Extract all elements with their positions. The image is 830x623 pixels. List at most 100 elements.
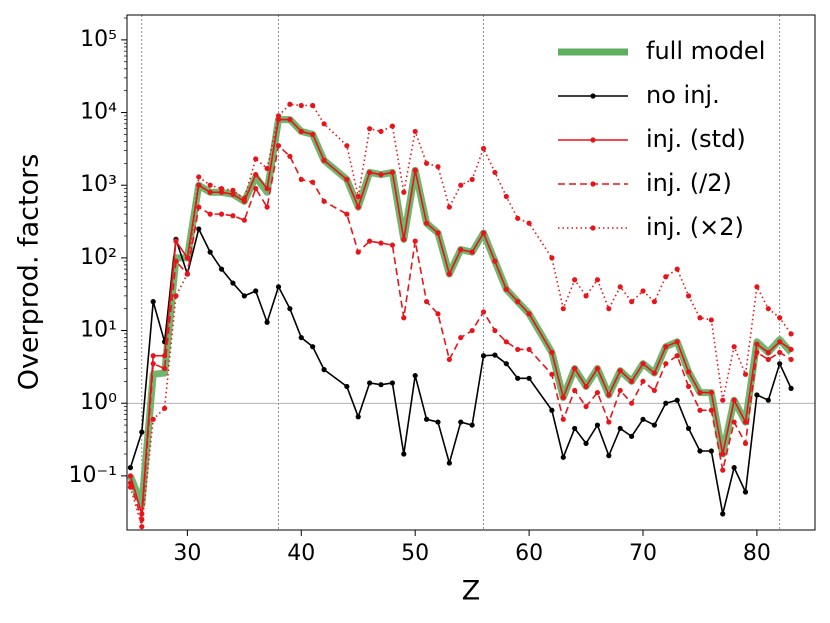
x-tick-label: 30 [173, 541, 201, 566]
point [446, 460, 452, 466]
point [389, 123, 396, 129]
point [230, 213, 236, 219]
point [549, 371, 555, 377]
y-tick-label: 10³ [80, 172, 117, 197]
point [150, 353, 156, 359]
point [207, 182, 213, 188]
point [480, 353, 487, 359]
point [708, 389, 714, 396]
point [731, 419, 737, 425]
x-tick-label: 70 [629, 541, 657, 566]
point [435, 311, 441, 317]
point [298, 102, 304, 109]
point [139, 524, 145, 530]
point [492, 352, 498, 358]
point [708, 317, 714, 323]
point [435, 419, 441, 425]
point [526, 220, 532, 226]
point [161, 365, 168, 372]
point [275, 143, 282, 149]
point [423, 160, 430, 166]
point [651, 299, 657, 305]
point [412, 372, 418, 379]
point [503, 193, 509, 200]
point [651, 422, 657, 428]
point [617, 425, 623, 432]
legend-marker [590, 181, 596, 187]
point [378, 240, 384, 246]
point [298, 128, 304, 135]
point [264, 185, 270, 192]
point [196, 204, 202, 210]
point [617, 284, 623, 290]
point [469, 422, 475, 428]
point [458, 247, 464, 253]
point [674, 339, 680, 345]
point [173, 258, 179, 264]
point [389, 242, 396, 248]
point [515, 299, 521, 305]
point [446, 204, 452, 210]
point [287, 306, 293, 312]
point [742, 419, 749, 425]
point [480, 230, 487, 236]
point [344, 143, 350, 149]
point [515, 346, 521, 353]
point [253, 288, 259, 294]
point [367, 126, 373, 132]
point [503, 361, 509, 367]
point [275, 113, 282, 119]
point [355, 414, 361, 420]
point [196, 174, 202, 180]
y-axis-label: Overprod. factors [14, 154, 45, 391]
point [674, 266, 680, 272]
point [492, 169, 498, 176]
point [560, 306, 566, 312]
point [765, 397, 771, 403]
point [697, 407, 703, 413]
point [572, 425, 578, 432]
point [583, 440, 589, 446]
point [401, 189, 407, 195]
point [674, 397, 680, 403]
point [640, 288, 646, 294]
point [731, 465, 737, 471]
point [674, 353, 680, 359]
point [685, 383, 692, 390]
point [196, 226, 202, 232]
point [515, 375, 521, 381]
point [207, 249, 213, 255]
point [572, 387, 578, 394]
point [629, 299, 635, 305]
point [401, 236, 407, 242]
point [127, 484, 134, 490]
point [458, 334, 464, 341]
point [161, 405, 168, 411]
point [742, 489, 749, 495]
point [321, 121, 327, 127]
point [617, 387, 623, 394]
point [378, 171, 384, 178]
point [594, 365, 601, 372]
legend-marker [590, 137, 596, 143]
point [685, 293, 692, 299]
legend-marker [590, 93, 596, 99]
point [572, 365, 578, 372]
legend-label: inj. (×2) [646, 213, 744, 241]
legend-marker [590, 225, 596, 231]
point [310, 102, 316, 109]
point [253, 171, 259, 178]
point [480, 145, 487, 152]
point [355, 204, 361, 210]
point [355, 193, 361, 200]
point [344, 383, 350, 390]
point [469, 327, 475, 334]
x-tick-label: 40 [287, 541, 315, 566]
point [412, 167, 418, 173]
point [458, 182, 464, 188]
point [788, 331, 794, 337]
point [196, 182, 202, 188]
point [321, 367, 327, 373]
point [264, 319, 270, 325]
